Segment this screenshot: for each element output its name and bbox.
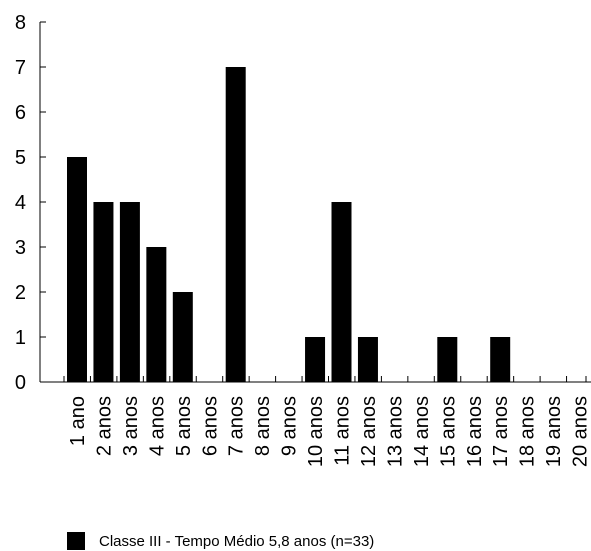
y-tick-label: 2: [15, 282, 26, 304]
x-tick-label: 7 anos: [226, 396, 248, 456]
x-tick-label: 4 anos: [146, 396, 168, 456]
x-tick-label: 1 ano: [67, 396, 89, 446]
bar-chart: 0 1 2 3 4 5 6 7 8 1 ano 2 anos 3 anos 4 anos 5 anos 6…: [15, 12, 591, 467]
legend-label: Classe III - Tempo Médio 5,8 anos (n=33): [99, 532, 375, 550]
bar: [67, 157, 87, 382]
y-tick-label: 0: [15, 372, 26, 394]
x-tick-label: 8 anos: [252, 396, 274, 456]
legend-swatch: [67, 532, 85, 550]
x-tick-label: 12 anos: [358, 396, 380, 467]
bars: [67, 67, 511, 382]
y-tick-label: 4: [15, 192, 26, 214]
legend: Classe III - Tempo Médio 5,8 anos (n=33): [67, 531, 374, 551]
x-tick-label: 10 anos: [305, 396, 327, 467]
y-tick-label: 3: [15, 237, 26, 259]
bar: [331, 202, 352, 382]
bar: [93, 202, 114, 382]
x-tick-label: 20 anos: [570, 396, 591, 467]
x-tick-label: 2 anos: [93, 396, 115, 456]
y-tick-label: 5: [15, 147, 26, 169]
x-tick-label: 19 anos: [543, 396, 565, 467]
x-tick-label: 15 anos: [437, 396, 459, 467]
bar: [437, 337, 458, 382]
y-tick-label: 8: [15, 12, 26, 34]
x-tick-label: 13 anos: [384, 396, 406, 467]
bar: [225, 67, 246, 382]
y-tick-label: 7: [15, 57, 26, 79]
bar: [172, 292, 193, 382]
x-tick-label: 11 anos: [332, 396, 354, 466]
bar: [119, 202, 140, 382]
bar: [357, 337, 378, 382]
x-tick-label: 5 anos: [173, 396, 195, 456]
bar: [490, 337, 511, 382]
y-tick-label: 1: [15, 327, 26, 349]
bar: [146, 247, 167, 382]
bar: [305, 337, 326, 382]
x-tick-label: 16 anos: [464, 396, 486, 467]
y-tick-label: 6: [15, 102, 26, 124]
x-tick-label: 6 anos: [199, 396, 221, 456]
x-tick-label: 9 anos: [279, 396, 301, 456]
x-tick-label: 3 anos: [120, 396, 142, 456]
x-tick-label: 14 anos: [411, 396, 433, 467]
x-axis: 1 ano 2 anos 3 anos 4 anos 5 anos 6 anos 7 ano…: [40, 376, 591, 467]
x-tick-label: 17 anos: [490, 396, 512, 467]
x-tick-label: 18 anos: [517, 396, 539, 467]
y-axis: 0 1 2 3 4 5 6 7 8: [15, 12, 46, 394]
